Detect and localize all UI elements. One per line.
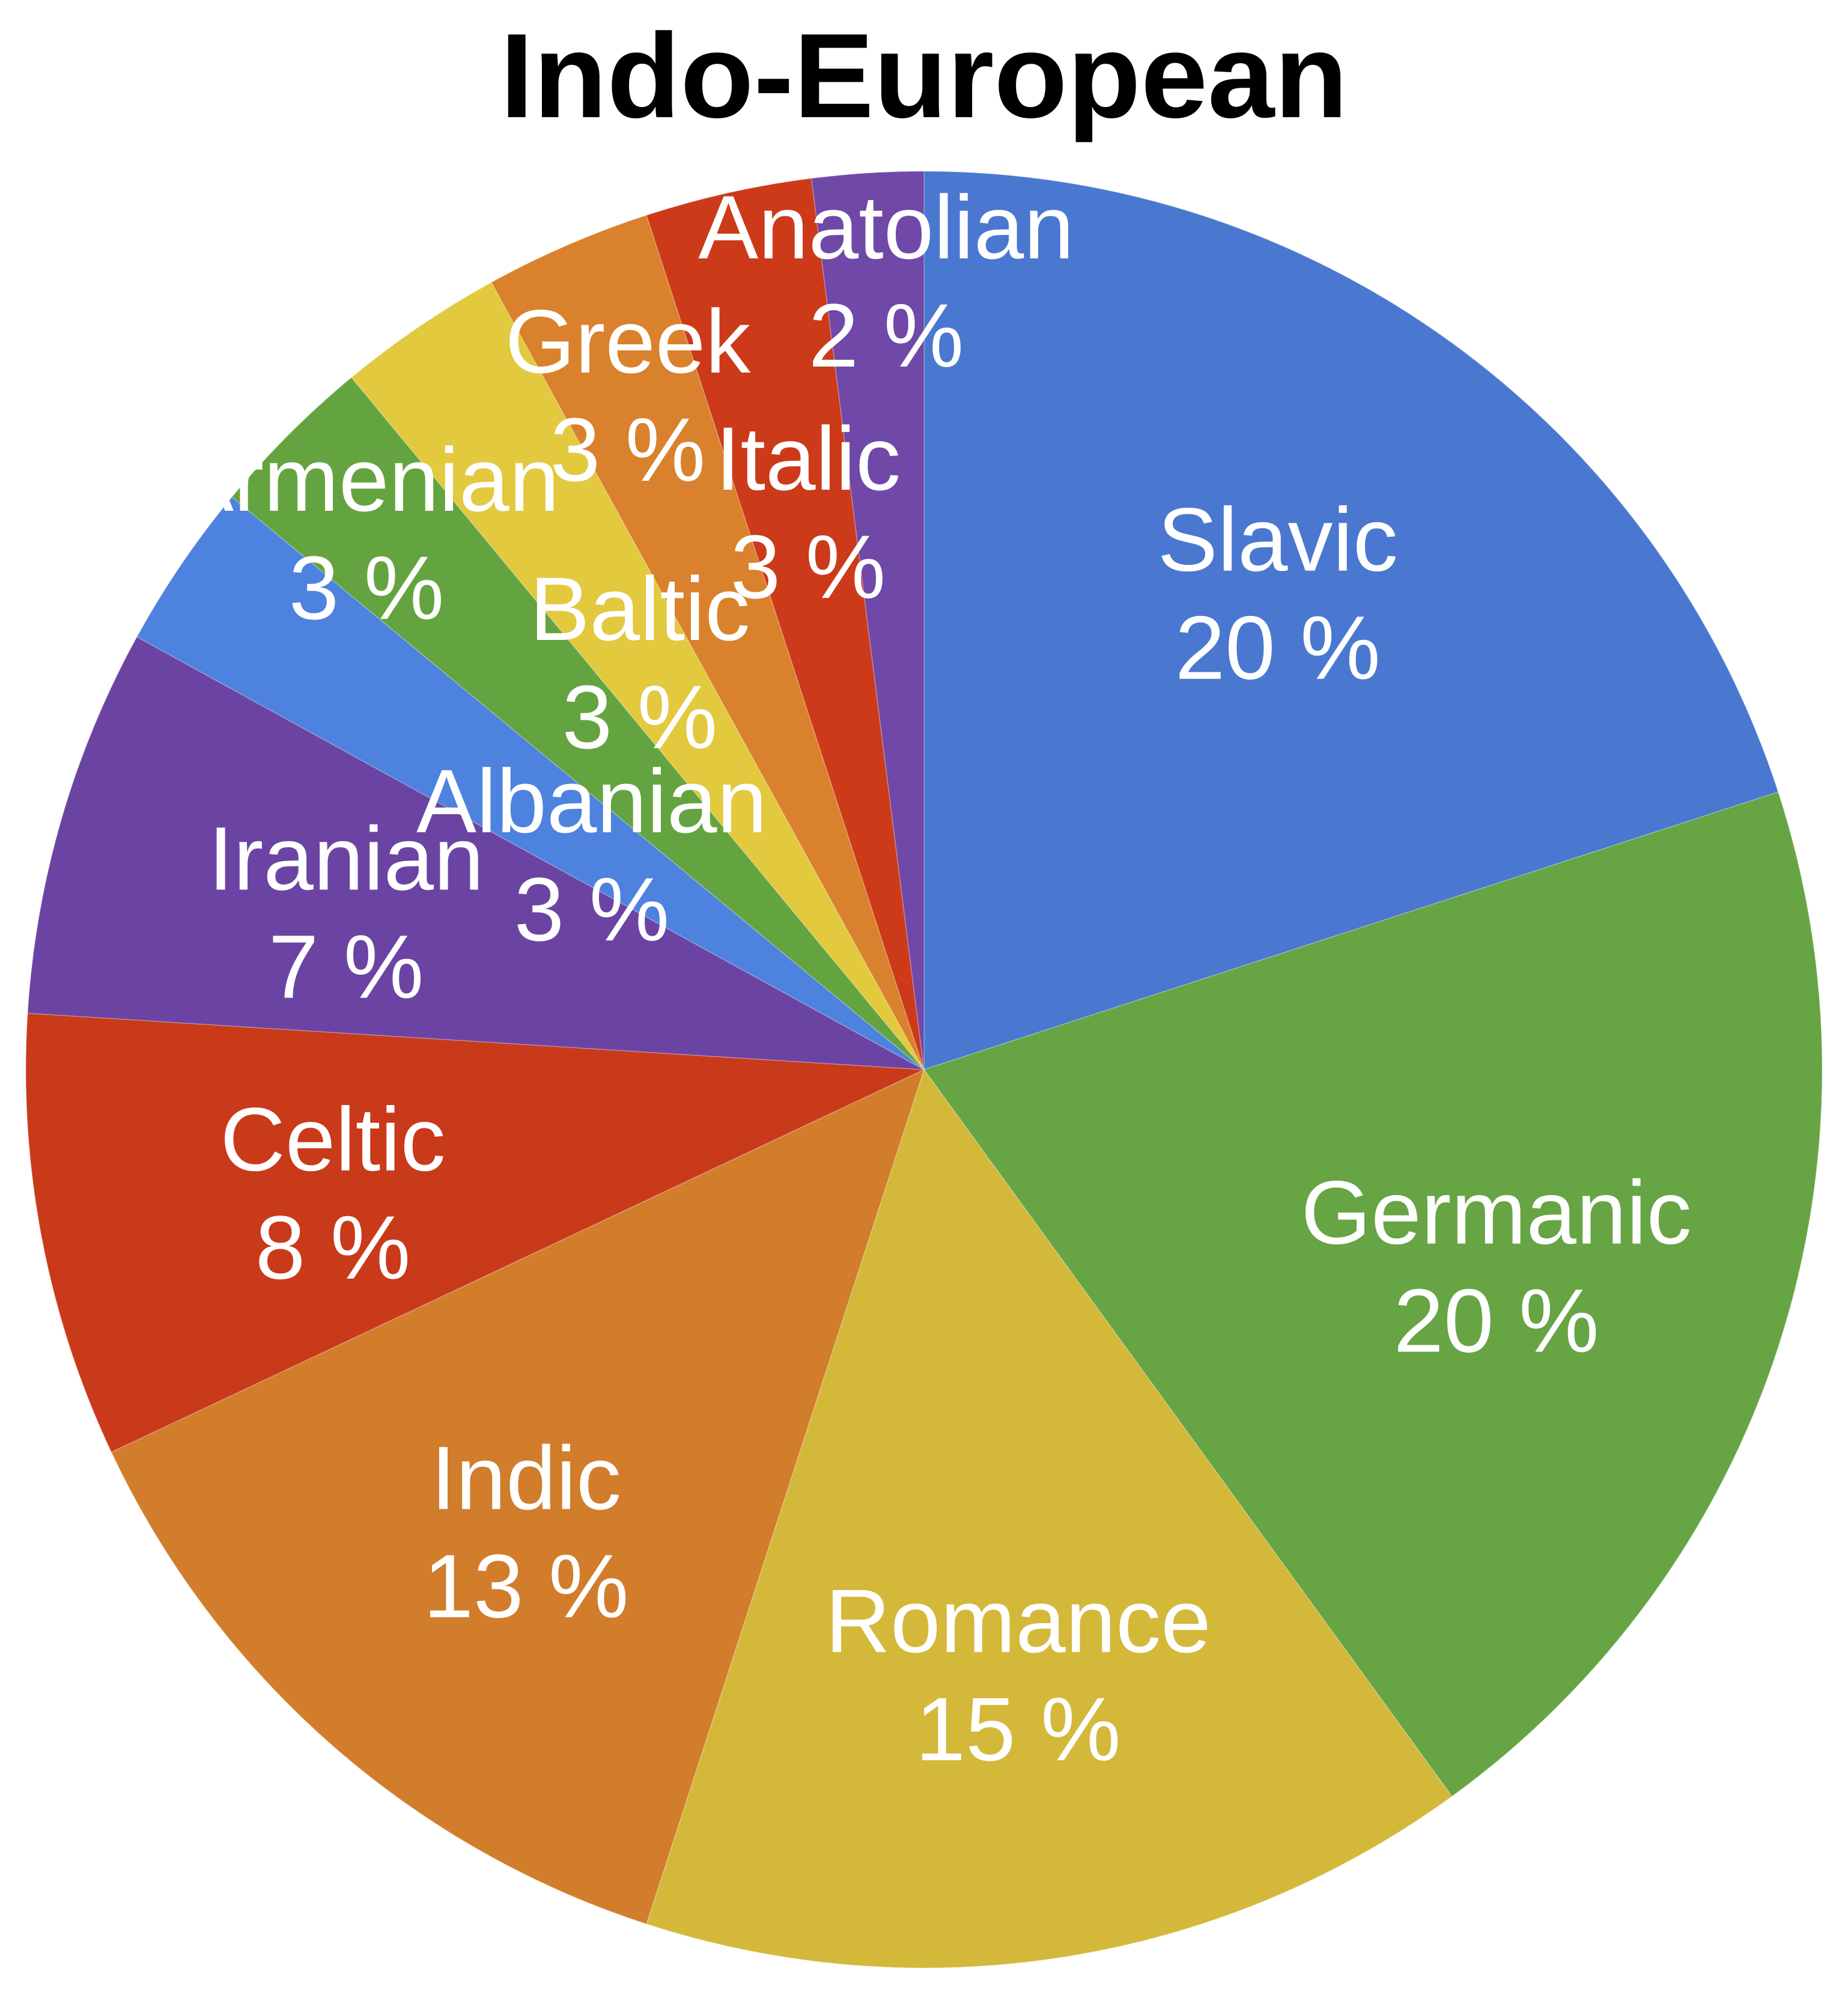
slice-name-label: Germanic (1301, 1162, 1692, 1263)
slice-name-label: Italic (716, 408, 901, 509)
chart-title: Indo-European (500, 9, 1348, 143)
slice-value-label: 3 % (731, 516, 886, 617)
slice-value-label: 13 % (424, 1535, 629, 1636)
slice-value-label: 20 % (1394, 1270, 1599, 1371)
pie-slice-greek (490, 215, 925, 1070)
slice-value-label: 8 % (255, 1197, 410, 1298)
slice-name-label: Greek (505, 291, 751, 392)
pie-slice-germanic (923, 791, 1823, 1797)
slice-name-label: Celtic (220, 1089, 446, 1190)
slice-name-label: Baltic (530, 558, 750, 659)
slice-value-label: 3 % (289, 537, 444, 638)
pie-slice-anatolian (810, 171, 925, 1070)
slice-name-label: Iranian (208, 808, 484, 909)
slice-value-label: 3 % (562, 666, 717, 767)
pie-slice-slavic (923, 171, 1779, 1071)
slice-value-label: 15 % (916, 1678, 1121, 1779)
slice-name-label: Indic (431, 1427, 621, 1528)
slice-value-label: 20 % (1175, 597, 1381, 698)
pie-slice-romance (646, 1068, 1453, 1969)
slice-name-label: Slavic (1158, 489, 1398, 590)
pie-slice-italic (646, 177, 925, 1070)
pie-slice-celtic (25, 1013, 925, 1453)
pie-slice-armenian (231, 377, 925, 1070)
slice-name-label: Armenian (174, 429, 559, 530)
pie-slice-baltic (350, 281, 925, 1070)
slice-value-label: 3 % (550, 399, 705, 500)
slice-value-label: 7 % (269, 916, 424, 1017)
pie-slices (25, 171, 1823, 1969)
slice-name-label: Albanian (416, 751, 767, 851)
pie-slice-albanian (136, 496, 925, 1070)
pie-slice-iranian (27, 636, 925, 1070)
pie-slice-indic (111, 1068, 925, 1925)
slice-name-label: Romance (825, 1570, 1211, 1671)
slice-value-label: 2 % (809, 285, 964, 386)
slice-name-label: Anatolian (698, 177, 1074, 278)
slice-value-label: 3 % (514, 859, 669, 960)
